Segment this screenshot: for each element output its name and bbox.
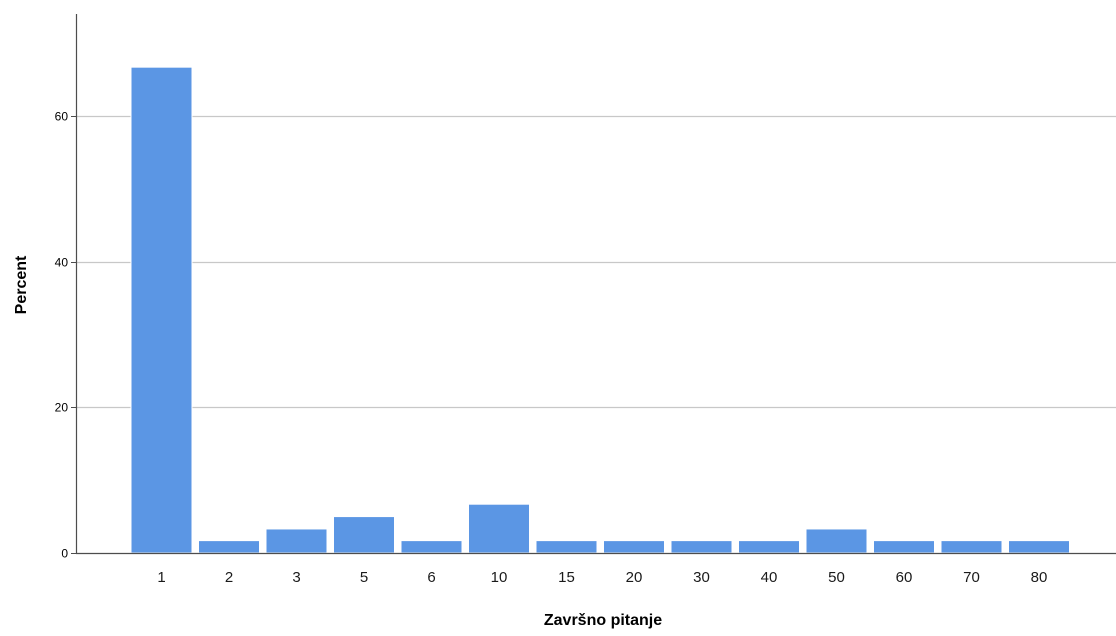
bar-20 [603, 540, 665, 554]
y-tick-label: 20 [55, 401, 69, 415]
bar-40 [738, 540, 800, 554]
x-tick-label: 60 [896, 569, 913, 586]
bar-15 [535, 540, 598, 554]
x-tick-label: 70 [963, 569, 980, 586]
x-tick-labels: 1 2 3 5 6 10 15 20 30 40 50 60 70 80 [157, 569, 1047, 586]
x-tick-label: 6 [427, 569, 435, 586]
bar-2 [198, 540, 260, 554]
x-tick-label: 20 [626, 569, 643, 586]
x-tick-label: 5 [360, 569, 368, 586]
y-tick-label: 40 [55, 256, 69, 270]
bar-70 [940, 540, 1003, 554]
bar-1 [130, 66, 193, 554]
bar-50 [805, 528, 868, 554]
x-tick-label: 2 [225, 569, 233, 586]
x-tick-label: 15 [558, 569, 575, 586]
bar-5 [333, 516, 395, 554]
x-tick-label: 40 [761, 569, 778, 586]
bars [130, 66, 1070, 554]
x-axis-title: Završno pitanje [544, 612, 662, 629]
x-tick-label: 30 [693, 569, 710, 586]
x-tick-label: 3 [292, 569, 300, 586]
y-tick-labels: 0 20 40 60 [55, 110, 69, 561]
x-tick-label: 1 [157, 569, 165, 586]
bar-80 [1008, 540, 1070, 554]
axes [71, 14, 1116, 555]
bar-30 [670, 540, 733, 554]
x-tick-label: 80 [1031, 569, 1048, 586]
y-tick-label: 60 [55, 110, 69, 124]
y-axis-title: Percent [13, 255, 30, 314]
bar-60 [873, 540, 935, 554]
bar-10 [468, 503, 530, 554]
bar-6 [400, 540, 463, 554]
x-tick-label: 50 [828, 569, 845, 586]
bar-3 [265, 528, 328, 554]
y-tick-label: 0 [61, 547, 68, 561]
gridlines [76, 115, 1116, 409]
x-tick-label: 10 [491, 569, 508, 586]
